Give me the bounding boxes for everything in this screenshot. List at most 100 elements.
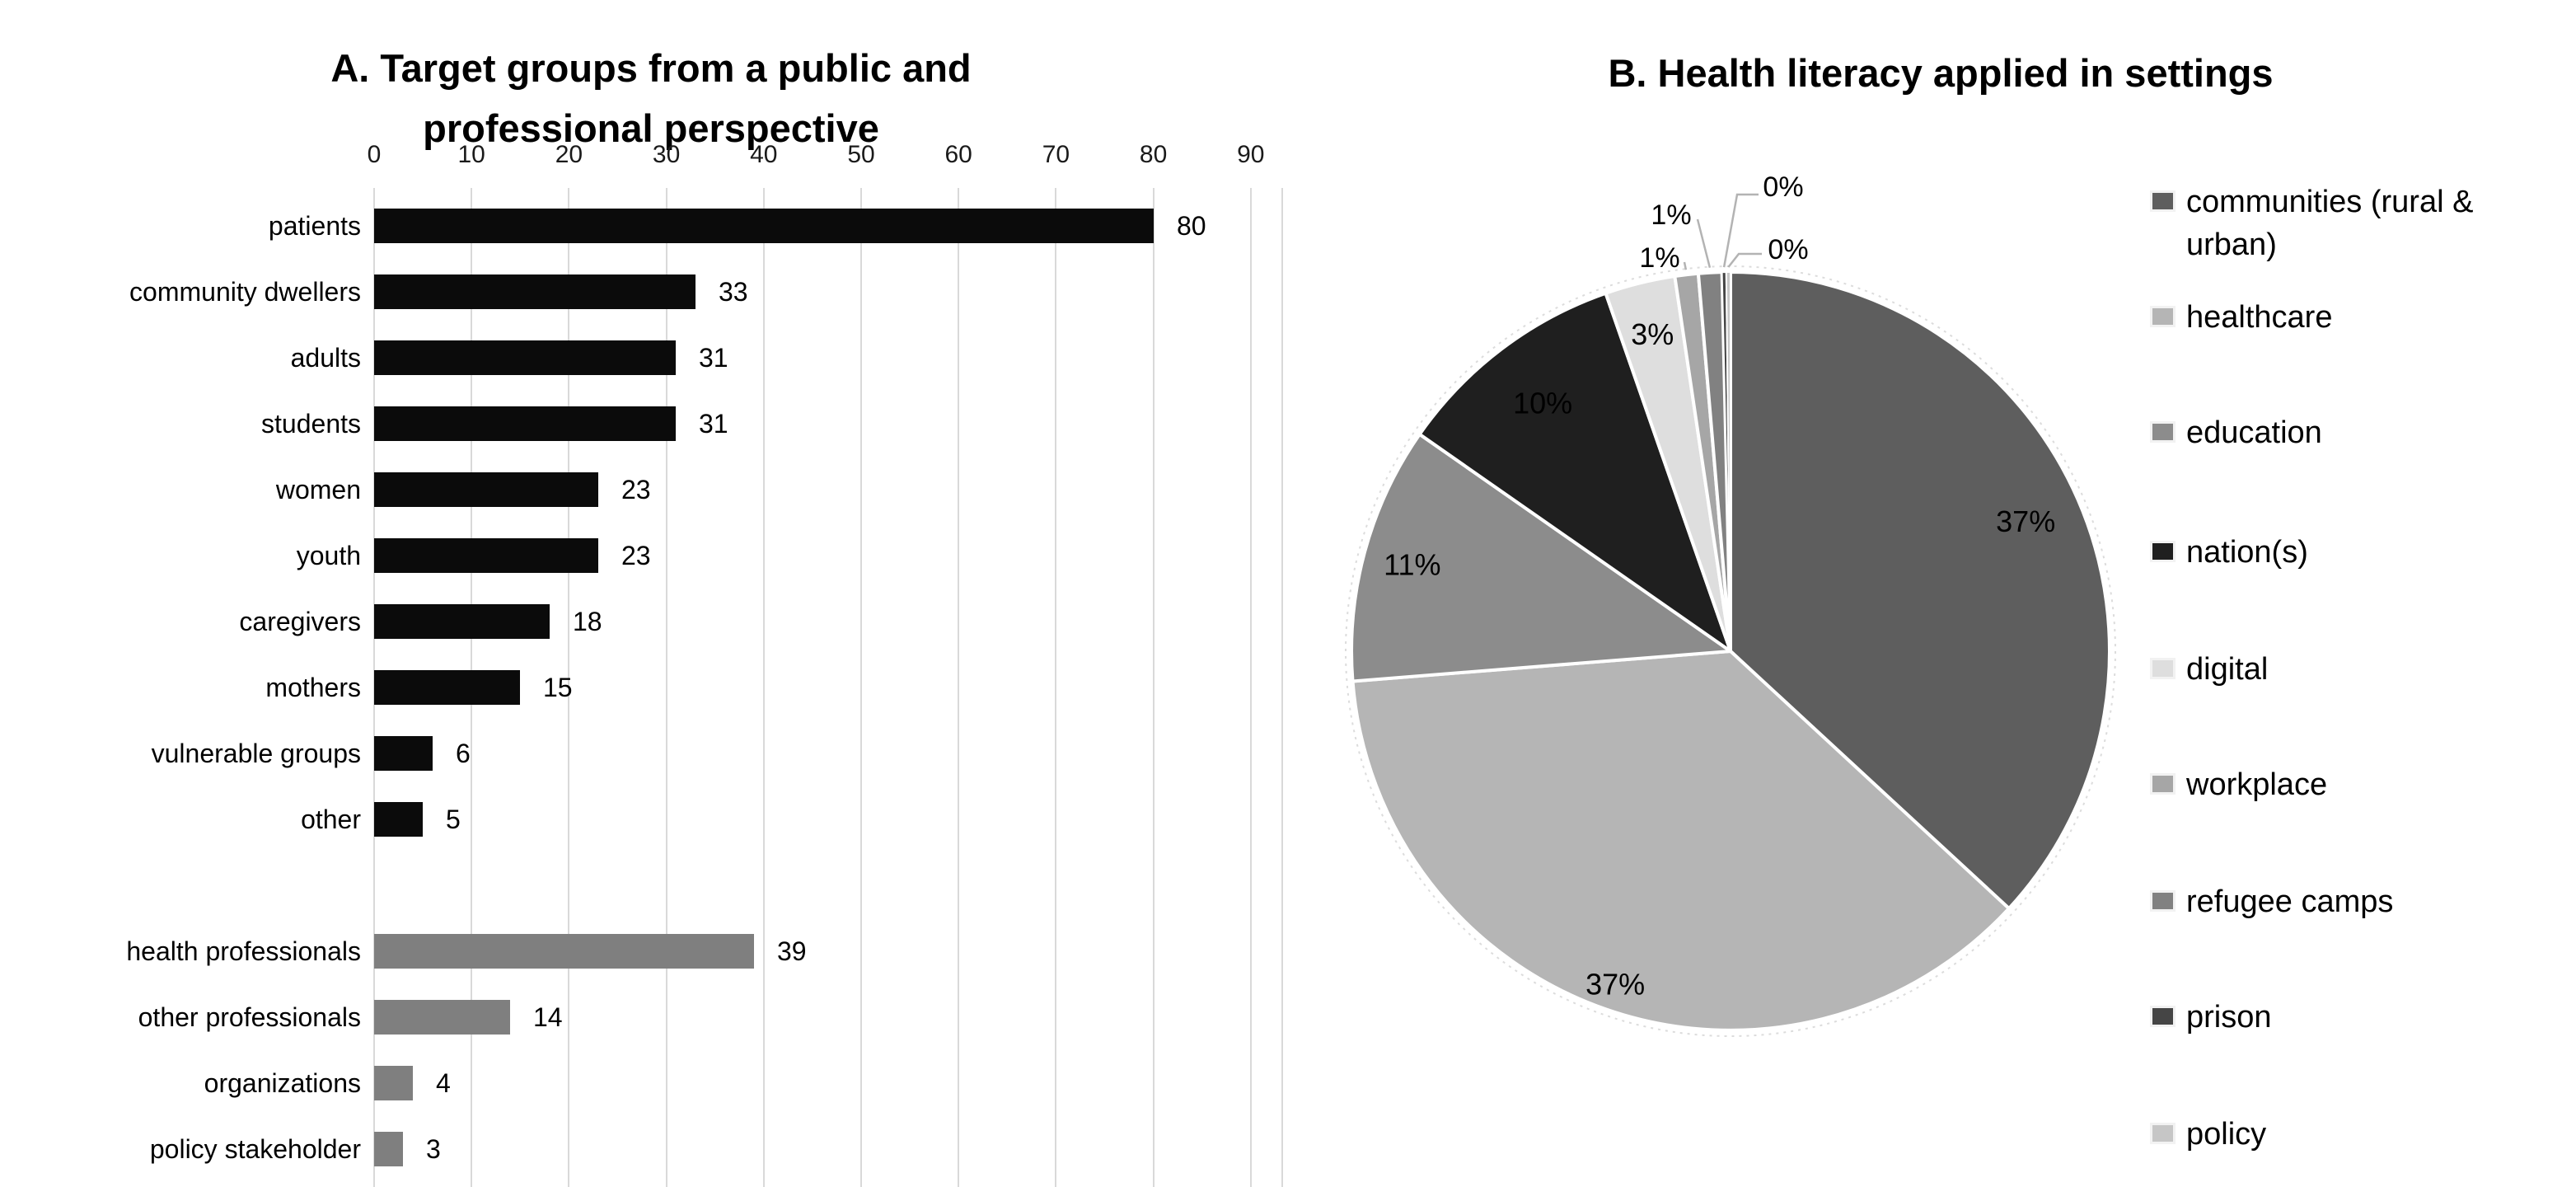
pie-data-label: 0% <box>1768 234 1808 265</box>
x-axis-tick-label: 70 <box>1042 141 1070 168</box>
panel-b-title: B. Health literacy applied in settings <box>1608 51 2274 95</box>
legend-swatch <box>2152 776 2173 792</box>
bar-value-label: 33 <box>719 277 748 307</box>
pie-data-label: 11% <box>1384 547 1440 581</box>
legend-label: education <box>2186 415 2322 450</box>
legend-swatch <box>2152 1008 2173 1025</box>
pie-data-label: 10% <box>1513 386 1572 420</box>
bar <box>374 604 550 639</box>
legend-label: refugee camps <box>2186 884 2394 919</box>
pie-data-label: 1% <box>1639 242 1679 274</box>
bar <box>374 538 598 573</box>
gridline <box>860 188 862 1187</box>
panel-a-title: A. Target groups from a public and profes… <box>33 39 1269 159</box>
bar-category-label: other professionals <box>138 1002 361 1032</box>
bar <box>374 472 598 507</box>
plot-right-border <box>1281 188 1283 1187</box>
gridline <box>958 188 960 1187</box>
bar-value-label: 4 <box>436 1068 451 1098</box>
legend-label: digital <box>2186 652 2269 687</box>
legend-item: nation(s) <box>2152 531 2308 574</box>
gridline <box>1249 188 1252 1187</box>
gridline <box>762 188 765 1187</box>
bar-value-label: 6 <box>456 739 471 768</box>
pie-callout-leader <box>1683 261 1688 270</box>
bar-category-label: health professionals <box>126 936 361 966</box>
bar-value-label: 31 <box>699 343 728 373</box>
bar-category-label: policy stakeholder <box>149 1134 361 1164</box>
pie-slice <box>1350 432 1732 683</box>
bar <box>374 406 676 441</box>
bar-value-label: 23 <box>621 541 651 570</box>
x-axis-tick-label: 50 <box>847 141 875 168</box>
legend-label: communities (rural & urban) <box>2186 185 2474 262</box>
bar-value-label: 80 <box>1177 211 1206 241</box>
gridline <box>1055 188 1057 1187</box>
pie-callout-leader <box>1696 218 1712 269</box>
bar-value-label: 31 <box>699 409 728 439</box>
bar <box>374 1132 403 1166</box>
legend-item: digital <box>2152 648 2268 691</box>
bar-value-label: 3 <box>426 1134 441 1164</box>
x-axis-tick-label: 60 <box>944 141 972 168</box>
bar-category-label: mothers <box>265 673 361 702</box>
panel-a-title-line2: professional perspective <box>423 106 879 150</box>
bar <box>374 274 696 309</box>
pie-callout-leader <box>1727 252 1762 268</box>
bar-value-label: 5 <box>446 805 461 834</box>
bar <box>374 209 1154 243</box>
legend-label: nation(s) <box>2186 535 2308 570</box>
pie-data-label: 1% <box>1651 199 1691 231</box>
bar-category-label: organizations <box>204 1068 361 1098</box>
legend-item: communities (rural & urban) <box>2152 181 2541 266</box>
bar-value-label: 39 <box>777 936 807 966</box>
legend-item: prison <box>2152 996 2272 1039</box>
pie-outer-rim <box>1345 265 2116 1037</box>
gridline <box>1152 188 1155 1187</box>
pie-data-label: 0% <box>1763 171 1803 203</box>
bar-value-label: 15 <box>543 673 573 702</box>
legend-swatch <box>2152 660 2173 677</box>
bar-category-label: youth <box>296 541 361 570</box>
legend-swatch <box>2152 1125 2173 1142</box>
gridline <box>568 188 570 1187</box>
legend-swatch <box>2152 893 2173 909</box>
legend-swatch <box>2152 193 2173 209</box>
bar <box>374 1000 510 1035</box>
bar <box>374 802 423 837</box>
bar-category-label: community dwellers <box>129 277 361 307</box>
legend-item: policy <box>2152 1113 2266 1156</box>
legend-swatch <box>2152 424 2173 440</box>
bar-category-label: women <box>275 475 361 504</box>
bar-value-label: 14 <box>533 1002 563 1032</box>
bar-category-label: vulnerable groups <box>151 739 361 768</box>
bar-category-label: caregivers <box>239 607 361 636</box>
x-axis-tick-label: 0 <box>367 141 382 168</box>
x-axis-tick-label: 30 <box>652 141 681 168</box>
pie-slice <box>1351 650 2011 1032</box>
bar-value-label: 23 <box>621 475 651 504</box>
bar <box>374 340 676 375</box>
bar-category-label: students <box>261 409 361 439</box>
legend-label: workplace <box>2186 767 2328 802</box>
x-axis-tick-label: 10 <box>457 141 485 168</box>
legend-swatch <box>2152 308 2173 325</box>
bar-value-label: 18 <box>573 607 602 636</box>
bar-category-label: adults <box>290 343 361 373</box>
gridline <box>665 188 667 1187</box>
bar <box>374 1066 413 1100</box>
pie-callout-leader <box>1722 193 1759 268</box>
legend-item: refugee camps <box>2152 880 2393 923</box>
pie-data-label: 37% <box>1996 504 2055 538</box>
legend-label: prison <box>2186 1000 2272 1035</box>
pie-data-label: 3% <box>1631 317 1674 351</box>
bar-category-label: other <box>301 805 361 834</box>
pie-slice <box>1725 270 1731 652</box>
legend-label: healthcare <box>2186 300 2333 335</box>
legend-item: workplace <box>2152 763 2327 806</box>
legend-label: policy <box>2186 1117 2267 1152</box>
pie-data-label: 37% <box>1585 967 1645 1001</box>
pie-slice <box>1417 291 1732 653</box>
